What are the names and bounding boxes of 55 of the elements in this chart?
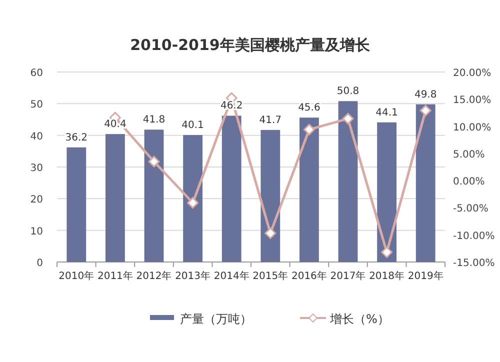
bar (183, 135, 202, 262)
y-tick-label: 0 (36, 258, 43, 269)
x-tick-label: 2015年 (252, 270, 288, 282)
data-label: 44.1 (376, 107, 398, 118)
x-tick-label: 2016年 (291, 270, 327, 282)
data-label: 36.2 (65, 132, 88, 144)
data-label: 40.1 (182, 120, 204, 132)
y2-tick-label: 15.00% (453, 95, 492, 106)
bar (416, 104, 436, 262)
x-tick-label: 2011年 (97, 270, 133, 282)
y-tick-label: 40 (30, 131, 43, 142)
data-label: 40.4 (104, 119, 126, 130)
point (303, 124, 315, 136)
x-tick-label: 2012年 (136, 270, 172, 282)
y2-tick-label: -10.00% (453, 230, 495, 242)
bar (222, 116, 242, 262)
y2-tick-label: -15.00% (453, 258, 495, 269)
y-tick-label: 20 (30, 194, 43, 206)
y2-tick-label: 10.00% (453, 122, 492, 134)
legend-label: 增长（%） (329, 312, 390, 326)
point (148, 156, 160, 168)
data-label: 41.7 (259, 114, 282, 126)
data-label: 50.8 (336, 86, 360, 98)
point (381, 246, 393, 258)
point (187, 197, 199, 209)
point (420, 104, 432, 116)
point (342, 112, 354, 124)
y2-tick-label: 20.00% (453, 68, 492, 79)
chart-title: 2010-2019年美国樱桃产量及增长 (130, 36, 371, 54)
y-tick-label: 30 (30, 163, 43, 174)
x-tick-label: 2013年 (175, 270, 211, 282)
data-label: 41.8 (142, 114, 166, 126)
y2-tick-label: 5.00% (453, 149, 485, 160)
bar (144, 130, 164, 262)
x-tick-label: 2018年 (369, 270, 405, 282)
data-label: 46.2 (220, 100, 243, 112)
bar (338, 101, 358, 262)
data-label: 49.8 (414, 89, 437, 100)
x-tick-label: 2014年 (214, 270, 250, 282)
data-label: 45.6 (298, 102, 320, 114)
x-tick-label: 2010年 (58, 270, 94, 282)
y2-tick-label: -5.00% (453, 204, 488, 215)
y-tick-label: 50 (30, 100, 43, 111)
bar (66, 147, 86, 262)
y-tick-label: 10 (30, 226, 43, 238)
y-tick-label: 60 (30, 68, 43, 79)
y2-tick-label: 0.00% (453, 176, 485, 188)
bar (106, 134, 125, 262)
x-tick-label: 2017年 (330, 270, 366, 282)
bar (377, 122, 396, 262)
bar (260, 130, 280, 262)
bar (300, 118, 319, 262)
x-tick-label: 2019年 (408, 270, 444, 282)
legend-label: 产量（万吨） (180, 312, 252, 326)
point (264, 227, 276, 239)
